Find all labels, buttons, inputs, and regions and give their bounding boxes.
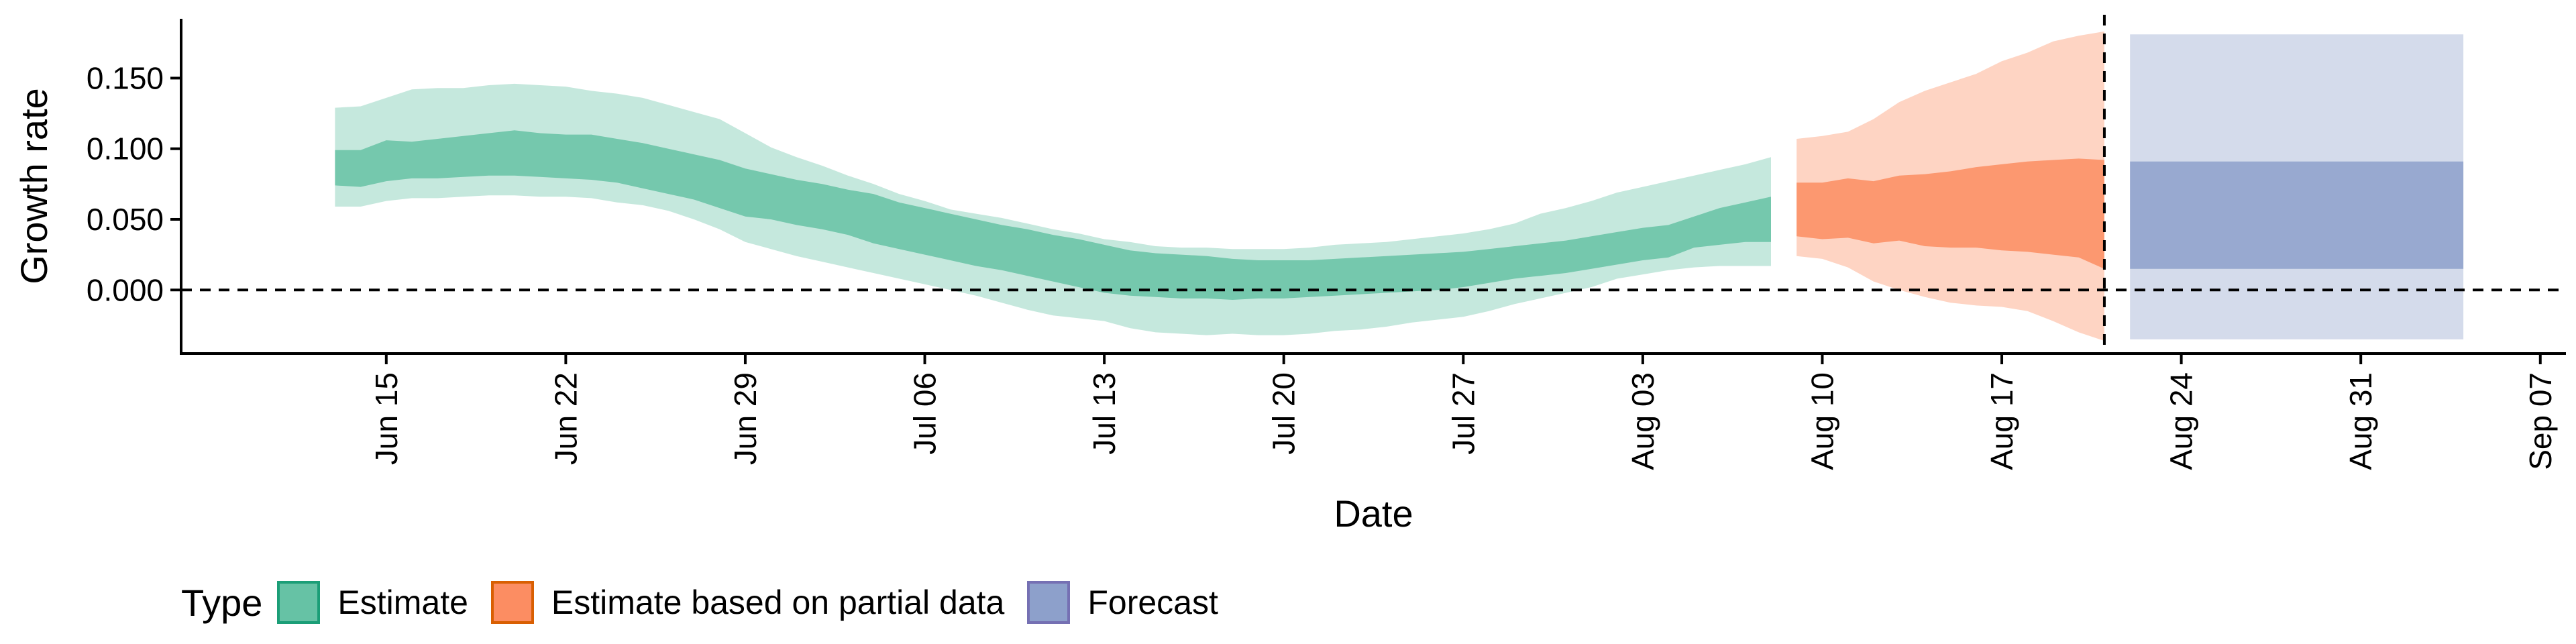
legend-swatch-forecast: [1027, 581, 1071, 624]
band-inner-forecast: [2130, 161, 2464, 269]
legend: Type Estimate Estimate based on partial …: [181, 577, 1241, 628]
x-tick-label: Aug 10: [1805, 372, 1839, 470]
y-tick-label: 0.050: [87, 202, 164, 237]
legend-swatch-partial: [490, 581, 534, 624]
y-tick-label: 0.100: [87, 131, 164, 166]
x-axis-ticks: Jun 15 Jun 22 Jun 29 Jul 06 Jul 13 Jul 20 Jul …: [369, 354, 2558, 470]
x-axis-title: Date: [1334, 492, 1413, 535]
band-outer-estimate: [335, 83, 1772, 335]
y-axis-title: Growth rate: [13, 88, 55, 284]
x-tick-label: Aug 03: [1625, 372, 1660, 470]
x-tick-label: Aug 31: [2343, 372, 2378, 470]
x-tick-label: Jun 15: [369, 372, 404, 465]
legend-swatch-estimate: [277, 581, 321, 624]
band-inner-estimate-based-on-partial-data: [1796, 158, 2104, 269]
x-tick-label: Jul 20: [1267, 372, 1301, 455]
legend-item-partial: Estimate based on partial data: [490, 581, 1005, 624]
x-tick-label: Aug 24: [2164, 372, 2199, 470]
legend-item-estimate: Estimate: [277, 581, 468, 624]
x-tick-label: Jun 22: [548, 372, 583, 465]
x-tick-label: Sep 07: [2523, 372, 2558, 470]
legend-label-partial: Estimate based on partial data: [551, 584, 1005, 621]
plot-bands: [335, 31, 2464, 341]
legend-title: Type: [181, 581, 263, 624]
legend-label-estimate: Estimate: [337, 584, 468, 621]
x-tick-label: Jun 29: [728, 372, 763, 465]
x-tick-label: Jul 27: [1446, 372, 1481, 455]
x-tick-label: Aug 17: [1984, 372, 2019, 470]
legend-label-forecast: Forecast: [1087, 584, 1218, 621]
x-tick-label: Jul 13: [1087, 372, 1122, 455]
y-axis-ticks: 0.000 0.050 0.100 0.150: [87, 60, 181, 307]
y-tick-label: 0.150: [87, 60, 164, 95]
x-tick-label: Jul 06: [908, 372, 943, 455]
legend-item-forecast: Forecast: [1027, 581, 1218, 624]
band-inner-estimate: [335, 130, 1772, 300]
y-tick-label: 0.000: [87, 272, 164, 307]
